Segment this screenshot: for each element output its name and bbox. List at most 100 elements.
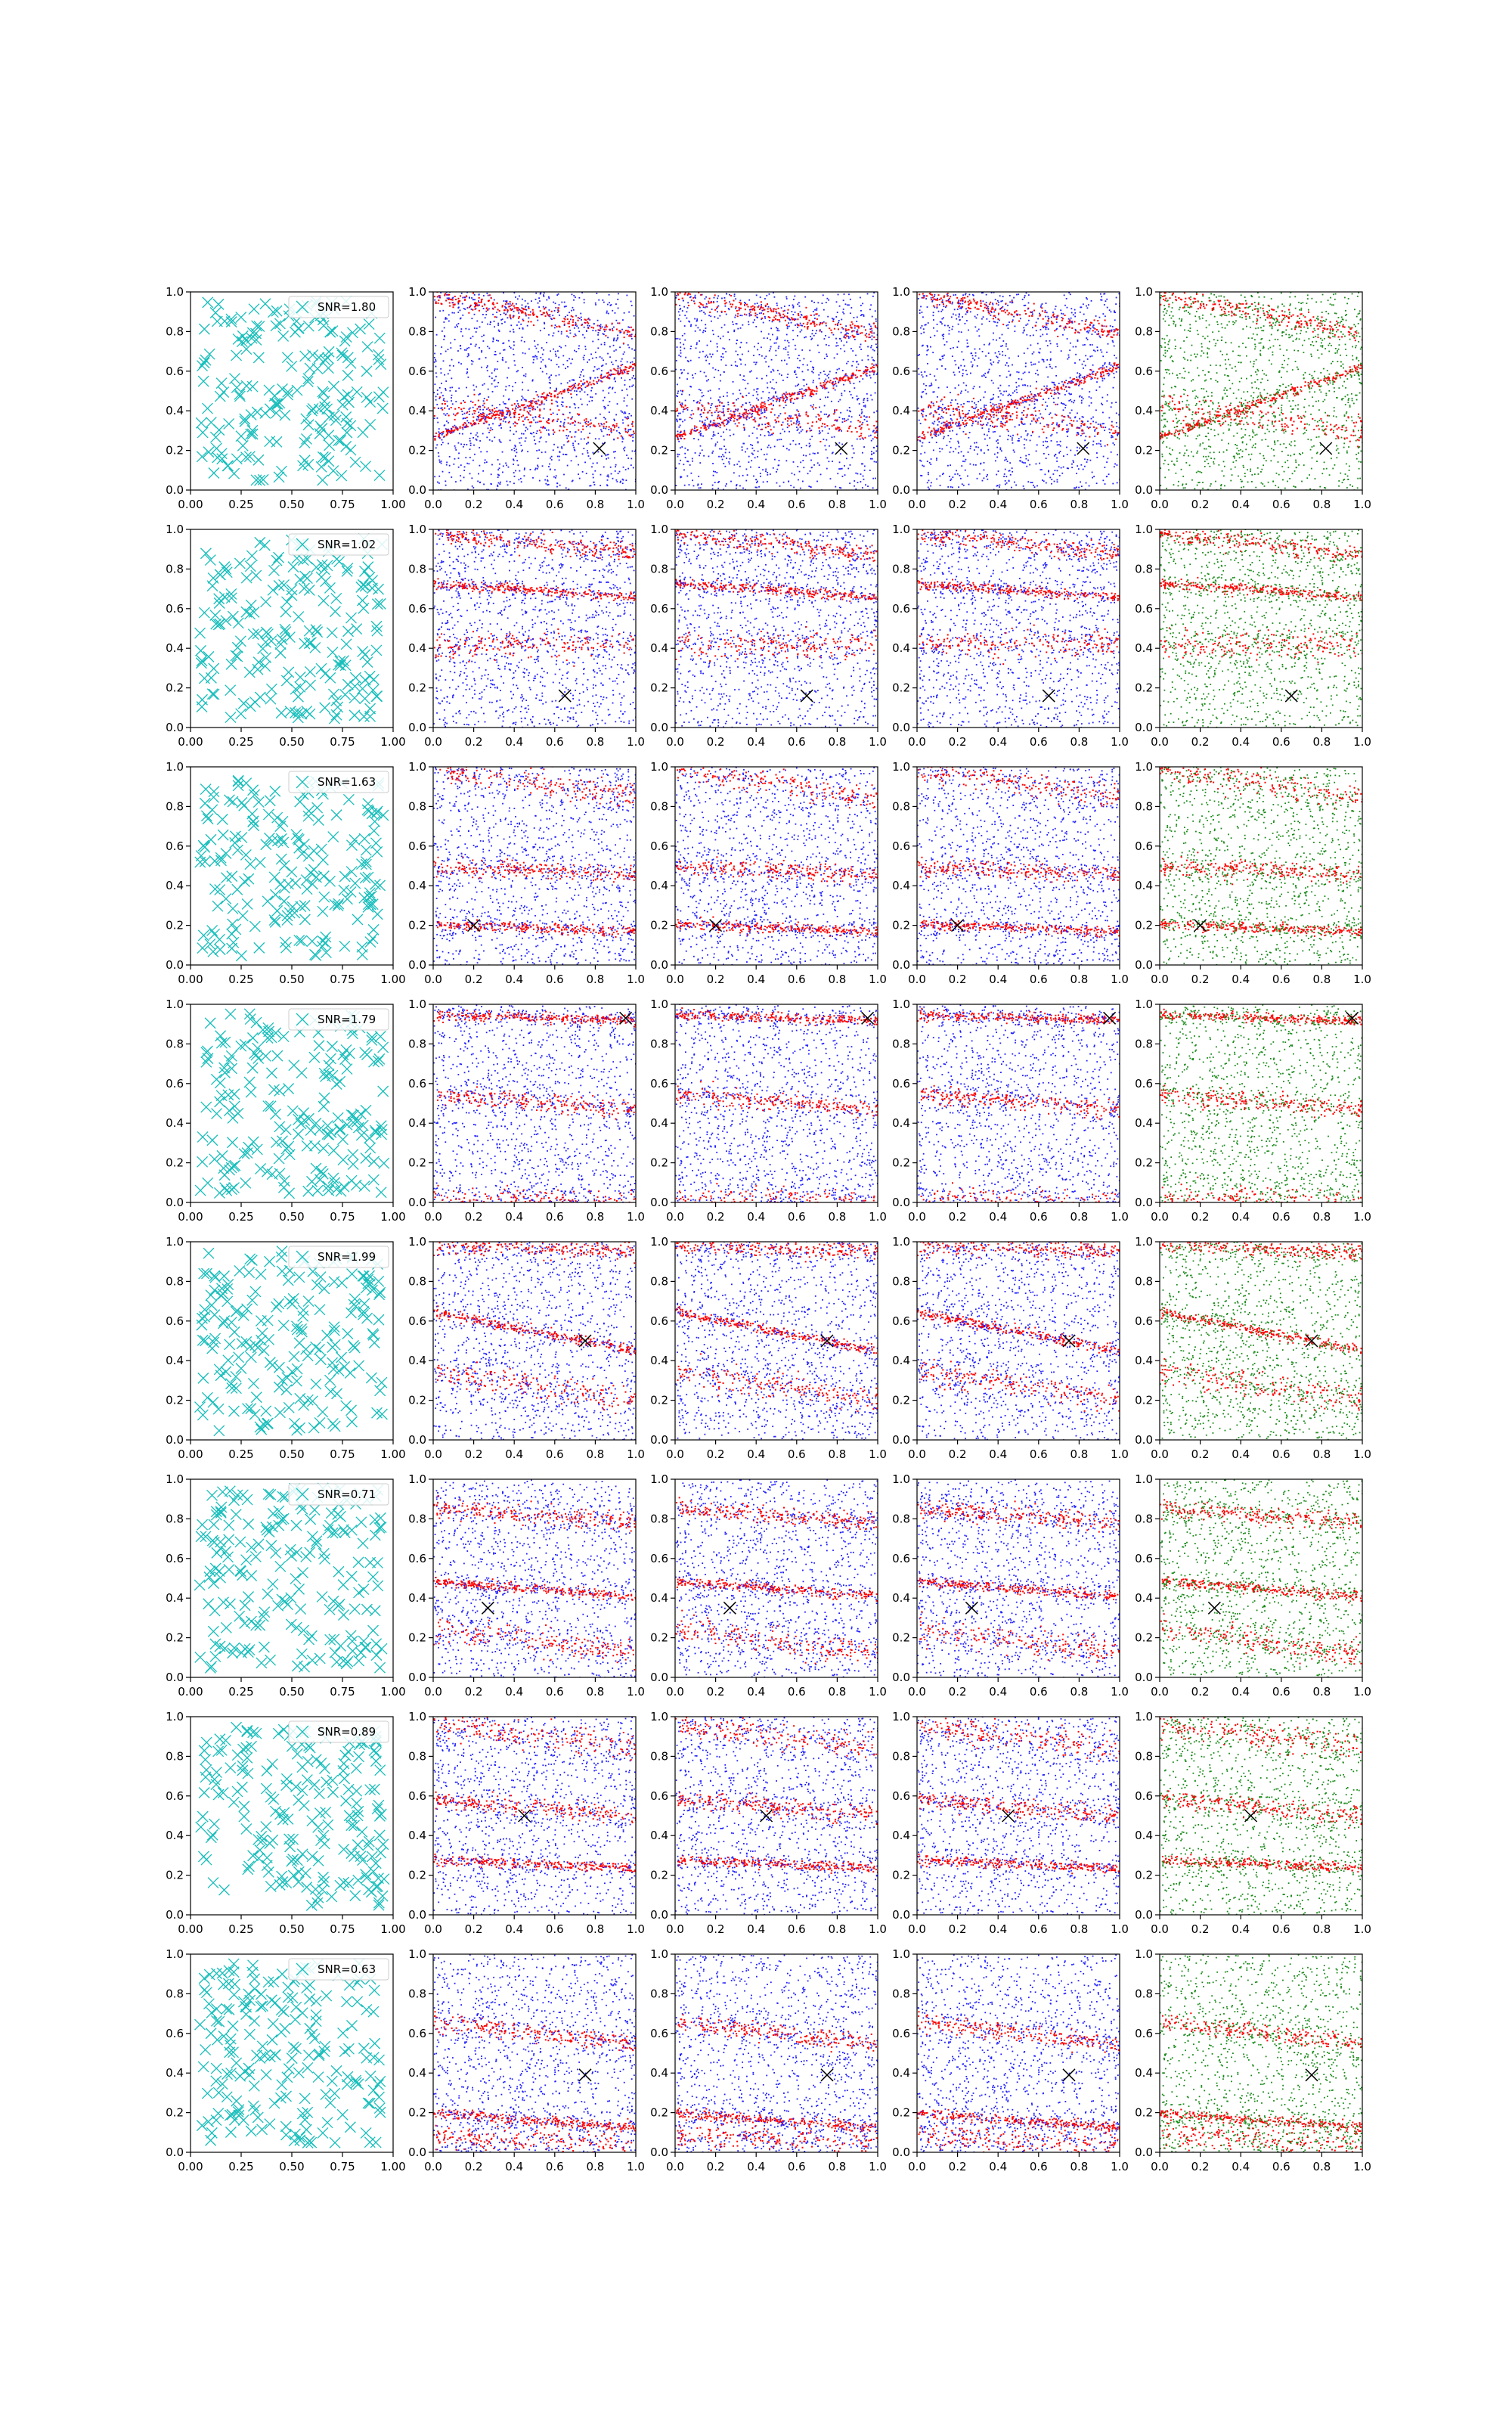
band-point: [607, 372, 609, 374]
cloud-point: [492, 423, 494, 424]
cloud-point: [463, 308, 465, 309]
band-point: [488, 295, 489, 296]
band-point: [438, 302, 439, 304]
cloud-point: [788, 322, 789, 324]
cloud-point: [554, 310, 556, 312]
cloud-point: [573, 299, 575, 301]
cloud-point: [742, 379, 744, 380]
cloud-point: [481, 350, 482, 352]
x-tick-label: 0.25: [228, 1210, 253, 1224]
cloud-point: [764, 454, 765, 455]
cloud-point: [445, 351, 447, 352]
cloud-point: [826, 302, 827, 303]
band-point: [503, 403, 505, 405]
cloud-point: [813, 464, 815, 466]
cloud-point: [775, 350, 776, 352]
band-point: [476, 419, 478, 420]
y-tick-label: 0.4: [166, 879, 184, 892]
x-tick-label: 0.75: [330, 498, 355, 511]
cloud-point: [778, 330, 779, 331]
band-point: [493, 413, 494, 414]
cloud-point: [838, 468, 840, 470]
cloud-point: [819, 407, 820, 408]
cloud-point: [723, 432, 724, 433]
cloud-point: [694, 427, 696, 429]
band-point: [597, 334, 599, 336]
band-point: [572, 422, 573, 424]
band-point: [476, 308, 477, 309]
cloud-point: [710, 398, 711, 399]
cloud-point: [813, 367, 814, 368]
cloud-point: [723, 408, 724, 410]
cloud-point: [456, 324, 457, 326]
cloud-point: [807, 473, 809, 474]
band-point: [435, 436, 436, 437]
band-point: [553, 429, 554, 430]
cloud-point: [739, 389, 740, 391]
cloud-point: [568, 435, 569, 436]
cloud-point: [861, 314, 863, 315]
cloud-point: [684, 325, 686, 327]
band-point: [533, 324, 534, 326]
cloud-point: [482, 384, 484, 386]
band-point: [582, 429, 584, 430]
cloud-point: [581, 371, 582, 373]
cloud-point: [743, 424, 745, 426]
cloud-point: [719, 448, 720, 450]
cloud-point: [536, 450, 538, 451]
cloud-point: [450, 347, 451, 349]
cloud-point: [466, 387, 467, 389]
cloud-point: [559, 451, 560, 452]
cloud-point: [805, 455, 807, 457]
band-point: [518, 312, 519, 314]
cloud-point: [819, 430, 820, 432]
band-point: [474, 413, 476, 414]
x-tick-label: 0.00: [178, 1922, 203, 1936]
density-panel: 0.0 0.2 0.4 0.6 0.8 1.00.00.20.40.60.81.0: [408, 279, 645, 511]
cloud-point: [578, 348, 580, 349]
cloud-point: [810, 470, 811, 472]
band-point: [434, 438, 435, 439]
band-point: [442, 403, 443, 405]
cloud-point: [730, 411, 732, 412]
cloud-point: [491, 377, 493, 379]
band-point: [527, 405, 528, 407]
cloud-point: [702, 332, 704, 334]
cloud-point: [621, 329, 623, 330]
band-point: [572, 293, 573, 295]
cloud-point: [458, 467, 460, 468]
band-point: [445, 299, 447, 301]
band-point: [631, 423, 633, 424]
cloud-point: [562, 364, 564, 365]
cloud-point: [524, 341, 525, 343]
cloud-point: [468, 353, 469, 355]
cloud-point: [795, 324, 796, 326]
cloud-point: [866, 333, 867, 334]
cloud-point: [505, 407, 507, 408]
cloud-point: [522, 327, 524, 329]
cloud-point: [575, 440, 576, 442]
cloud-point: [615, 392, 616, 393]
cloud-point: [692, 458, 693, 460]
cloud-point: [810, 460, 812, 461]
band-point: [605, 376, 606, 377]
cloud-point: [587, 404, 588, 405]
cloud-point: [814, 309, 816, 311]
band-point: [597, 451, 599, 453]
cloud-point: [558, 293, 559, 295]
cloud-point: [468, 463, 469, 464]
cloud-point: [680, 321, 681, 322]
cloud-point: [793, 487, 795, 489]
band-point: [618, 370, 619, 371]
cloud-point: [622, 419, 624, 420]
band-point: [481, 414, 482, 415]
cloud-point: [789, 357, 790, 358]
cloud-point: [627, 416, 629, 417]
band-point: [494, 299, 495, 301]
cloud-point: [756, 377, 758, 379]
cloud-point: [677, 431, 679, 433]
cloud-point: [854, 486, 855, 487]
x-tick-label: 0.50: [279, 2160, 304, 2173]
band-point: [531, 405, 532, 407]
cloud-point: [779, 401, 780, 402]
